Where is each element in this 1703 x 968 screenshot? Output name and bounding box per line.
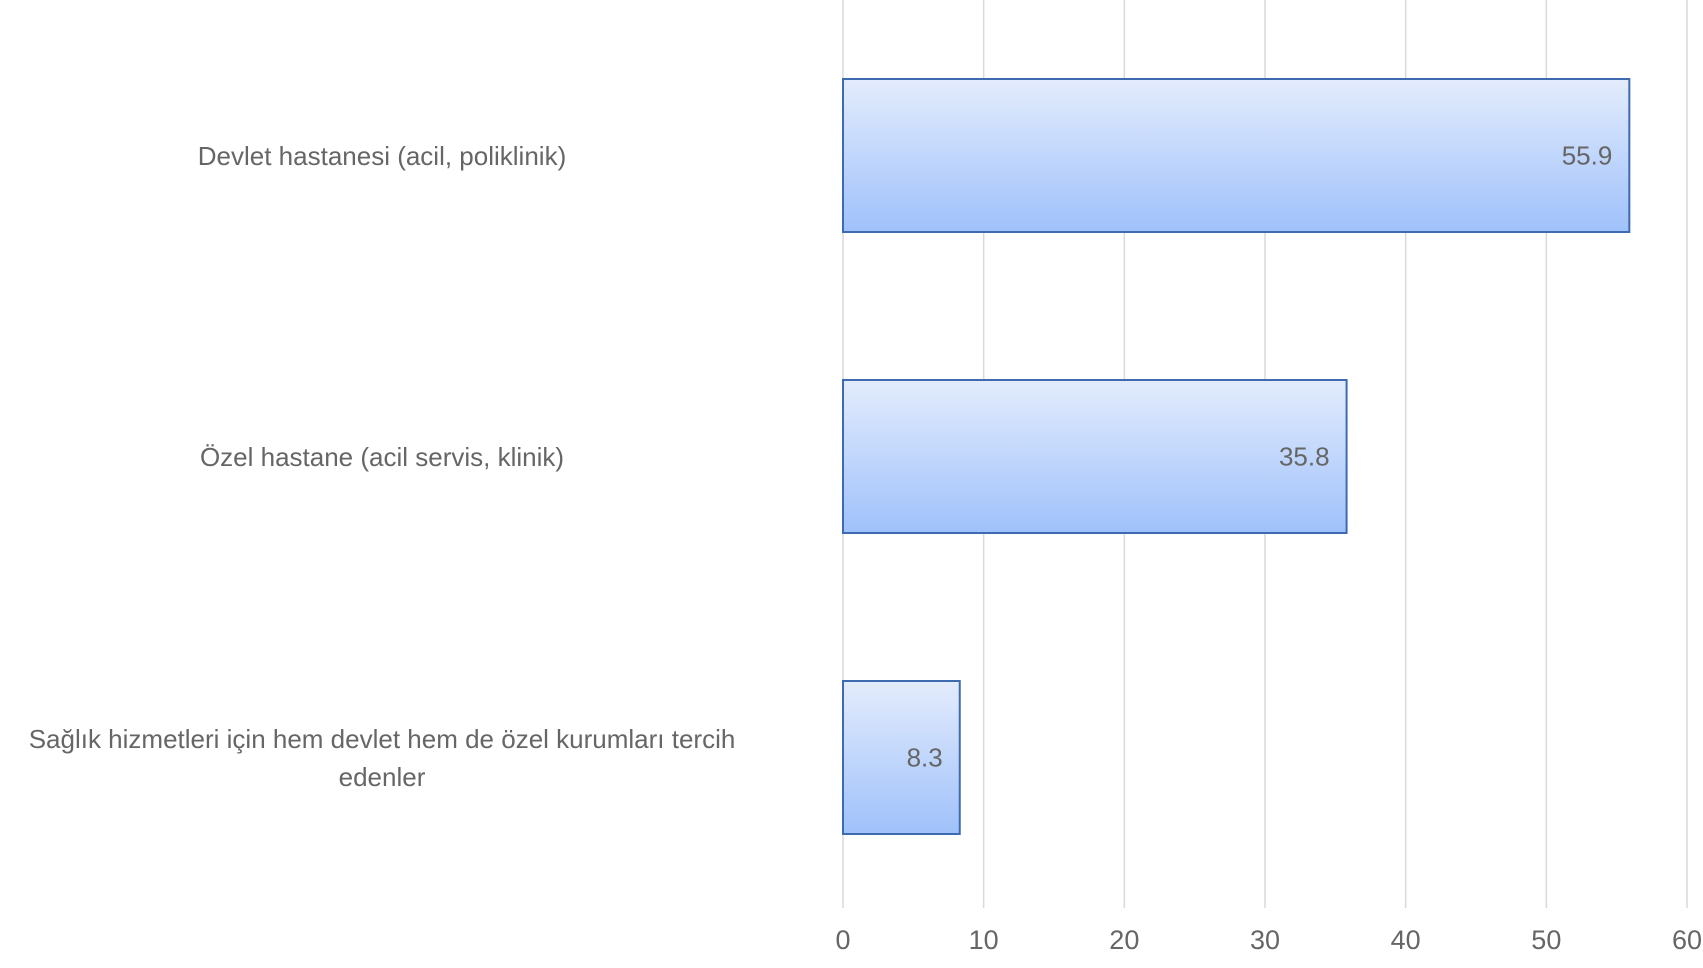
bars [842, 78, 1631, 835]
x-tick-label: 20 [1109, 925, 1139, 955]
x-tick-label: 40 [1391, 925, 1421, 955]
category-label-line: Sağlık hizmetleri için hem devlet hem de… [28, 723, 736, 754]
bar-value-label: 35.8 [1279, 442, 1330, 472]
x-tick-label: 60 [1672, 925, 1702, 955]
value-labels: 55.9 35.8 8.3 [907, 141, 1613, 773]
category-label-line: Özel hastane (acil servis, klinik) [199, 441, 565, 472]
x-tick-label: 0 [835, 925, 850, 955]
bar-value-label: 8.3 [907, 743, 943, 773]
x-axis-ticks: 0 10 20 30 40 50 60 [835, 925, 1702, 955]
x-tick-label: 10 [969, 925, 999, 955]
bar-1 [842, 78, 1631, 233]
category-label-line: Devlet hastanesi (acil, poliklinik) [197, 140, 567, 171]
x-tick-label: 30 [1250, 925, 1280, 955]
category-label-line: edenler [338, 761, 426, 792]
bar-value-label: 55.9 [1562, 141, 1613, 171]
category-label: Sağlık hizmetleri için hem devlet hem de… [2, 720, 762, 796]
x-tick-label: 50 [1531, 925, 1561, 955]
category-label: Özel hastane (acil servis, klinik) [2, 438, 762, 476]
bar-3 [842, 680, 961, 835]
bar-2 [842, 379, 1348, 534]
category-label: Devlet hastanesi (acil, poliklinik) [2, 137, 762, 175]
